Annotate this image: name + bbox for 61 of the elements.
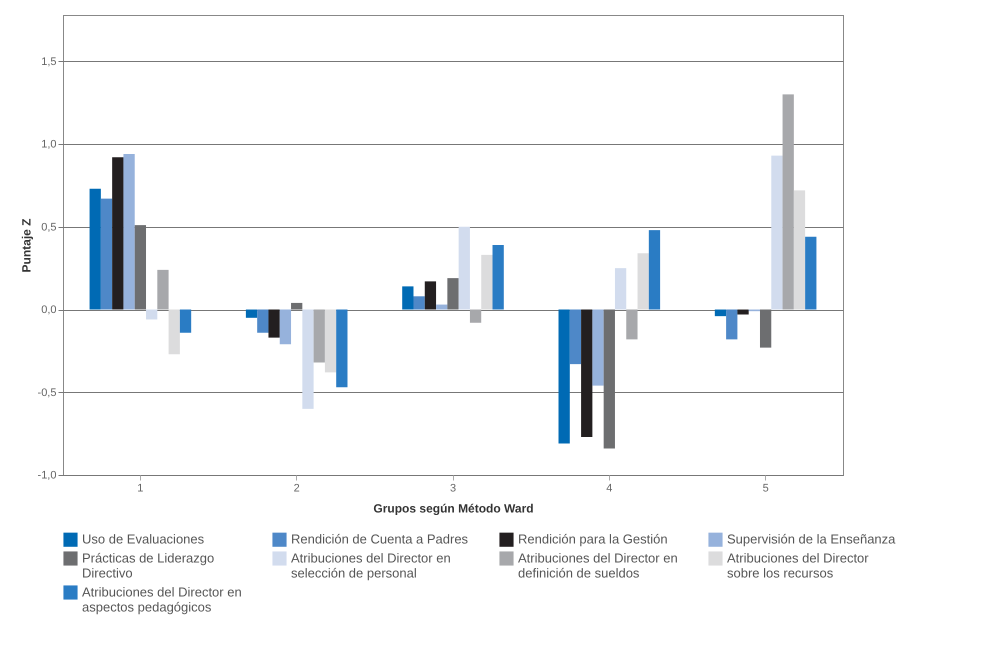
legend-label: Uso de Evaluaciones (82, 532, 205, 547)
bar (157, 270, 169, 310)
bar (180, 310, 192, 333)
bar (614, 268, 626, 310)
bar (794, 190, 806, 310)
legend-label: Atribuciones del Director en aspectos pedagógicos (82, 584, 242, 614)
x-axis-title: Grupos según Método Ward (373, 502, 534, 516)
bar (100, 198, 112, 310)
bar (246, 310, 258, 318)
bar (268, 310, 280, 338)
bar (481, 254, 493, 310)
bar (648, 230, 660, 310)
bar (805, 236, 816, 310)
bar (726, 310, 738, 340)
bar (458, 226, 470, 310)
bar (402, 286, 414, 310)
x-tick-label: 1 (137, 482, 144, 494)
bar (302, 310, 314, 409)
bar (558, 310, 570, 444)
bar (123, 154, 135, 310)
bar (90, 188, 101, 310)
bar (626, 310, 638, 340)
legend-label: Atribuciones del Director en definición de sueldos (518, 550, 678, 580)
legend-label: Prácticas de Liderazgo Directivo (82, 550, 214, 580)
y-tick-label: 0,5 (41, 221, 56, 234)
bar (492, 245, 504, 310)
legend-label: Atribuciones del Director en selección de personal (291, 550, 451, 580)
bar (413, 296, 425, 310)
bar (436, 304, 448, 310)
bar (581, 310, 592, 437)
legend-label: Rendición para la Gestión (518, 532, 668, 547)
bar (771, 156, 783, 310)
bar (280, 310, 292, 344)
bar (737, 310, 749, 314)
bar (336, 310, 348, 388)
x-tick-label: 3 (450, 482, 456, 494)
bar (314, 310, 325, 362)
bar (470, 310, 482, 323)
y-tick-label: 1,0 (41, 138, 56, 151)
x-tick-label: 4 (606, 482, 612, 494)
bar (424, 281, 436, 310)
bar (146, 310, 158, 320)
bar (112, 157, 124, 310)
bar (324, 310, 336, 372)
y-tick-label: 1,5 (41, 56, 56, 68)
bar (638, 253, 649, 310)
bar (570, 310, 582, 364)
x-tick-label: 2 (294, 482, 300, 494)
bar (257, 310, 268, 333)
legend-label: Rendición de Cuenta a Padres (291, 532, 469, 547)
bar (714, 310, 726, 316)
y-axis-title: Puntaje Z (20, 218, 34, 273)
y-tick-label: 0,0 (41, 304, 56, 316)
legend-label: Supervisión de la Enseñanza (727, 532, 896, 547)
y-tick-label: -0,5 (38, 386, 56, 399)
x-tick-label: 5 (762, 482, 769, 494)
bar (168, 310, 180, 354)
bar (782, 94, 794, 310)
y-tick-label: -1,0 (38, 470, 56, 482)
legend-label: Atribuciones del Director sobre los recursos (727, 550, 870, 580)
bar (592, 310, 604, 386)
